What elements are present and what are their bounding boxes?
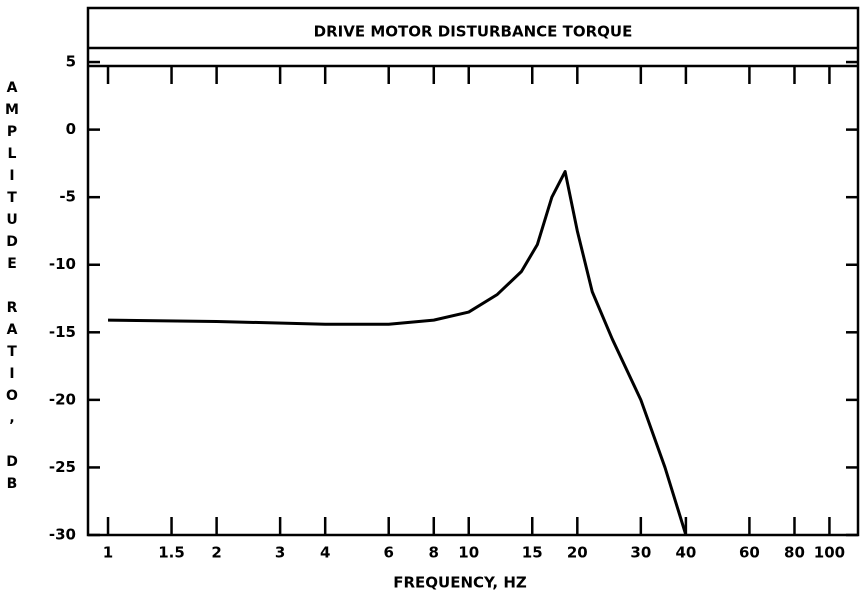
plot-frame — [86, 6, 860, 537]
x-tick-label: 1 — [103, 544, 113, 562]
x-tick-label: 10 — [458, 544, 479, 562]
y-tick-label: -5 — [59, 188, 76, 206]
x-tick-label: 100 — [814, 544, 845, 562]
y-tick-label: -30 — [49, 526, 76, 544]
x-tick-label: 4 — [320, 544, 330, 562]
x-tick-label: 30 — [630, 544, 651, 562]
x-tick-label: 15 — [522, 544, 543, 562]
data-line — [108, 170, 688, 536]
x-tick-label: 20 — [567, 544, 588, 562]
x-tick-label: 6 — [383, 544, 393, 562]
y-axis-label: AMPLITUDE RATIO, DB — [4, 80, 20, 498]
x-axis-label: FREQUENCY, HZ — [393, 574, 527, 592]
x-tick-label: 80 — [784, 544, 805, 562]
y-tick-label: -10 — [49, 255, 76, 273]
x-tick-label: 60 — [739, 544, 760, 562]
x-tick-label: 2 — [211, 544, 221, 562]
y-tick-label: -15 — [49, 323, 76, 341]
y-tick-label: -25 — [49, 458, 76, 476]
x-tick-label: 3 — [275, 544, 285, 562]
x-tick-label: 8 — [429, 544, 439, 562]
y-tick-label: -20 — [49, 390, 76, 408]
x-tick-label: 40 — [675, 544, 696, 562]
y-tick-label: 5 — [66, 53, 76, 71]
x-tick-label: 1.5 — [158, 544, 185, 562]
y-tick-label: 0 — [66, 120, 76, 138]
chart-title: DRIVE MOTOR DISTURBANCE TORQUE — [314, 23, 633, 41]
